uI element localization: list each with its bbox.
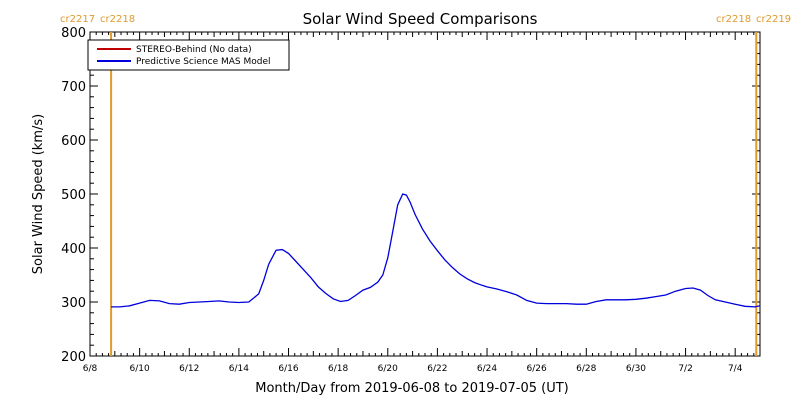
x-tick-label: 6/20 bbox=[378, 364, 398, 374]
carrington-label-left: cr2217 bbox=[60, 14, 95, 25]
x-tick-label: 6/24 bbox=[477, 364, 497, 374]
legend-entry-mas-model: Predictive Science MAS Model bbox=[136, 57, 271, 67]
carrington-label-right: cr2219 bbox=[756, 14, 791, 25]
x-tick-label: 6/28 bbox=[576, 364, 596, 374]
plot-frame bbox=[89, 31, 761, 357]
carrington-label-left: cr2218 bbox=[716, 14, 751, 25]
x-tick-label: 7/2 bbox=[678, 364, 692, 374]
y-tick-label: 700 bbox=[61, 80, 86, 95]
x-tick-label: 6/10 bbox=[130, 364, 150, 374]
x-tick-label: 6/30 bbox=[626, 364, 646, 374]
y-tick-label: 300 bbox=[61, 296, 86, 311]
y-tick-label: 600 bbox=[61, 134, 86, 149]
series-line-mas-model bbox=[111, 193, 761, 308]
x-tick-label: 6/8 bbox=[83, 364, 98, 374]
y-tick-label: 500 bbox=[61, 188, 86, 203]
x-tick-label: 6/18 bbox=[328, 364, 348, 374]
x-tick-label: 7/4 bbox=[728, 364, 743, 374]
x-tick-label: 6/16 bbox=[278, 364, 298, 374]
carrington-label-right: cr2218 bbox=[100, 14, 135, 25]
y-tick-label: 200 bbox=[61, 350, 86, 365]
x-tick-label: 6/22 bbox=[427, 364, 447, 374]
legend-box bbox=[87, 39, 290, 71]
x-tick-label: 6/14 bbox=[229, 364, 249, 374]
chart-title: Solar Wind Speed Comparisons bbox=[303, 10, 538, 28]
y-axis-label: Solar Wind Speed (km/s) bbox=[31, 114, 46, 274]
legend-entry-stereo: STEREO-Behind (No data) bbox=[136, 45, 252, 55]
y-tick-label: 800 bbox=[61, 26, 86, 41]
y-tick-label: 400 bbox=[61, 242, 86, 257]
legend: STEREO-Behind (No data) Predictive Scien… bbox=[87, 39, 290, 71]
x-tick-label: 6/12 bbox=[179, 364, 199, 374]
x-axis-label: Month/Day from 2019-06-08 to 2019-07-05 … bbox=[255, 381, 568, 396]
x-tick-label: 6/26 bbox=[527, 364, 547, 374]
